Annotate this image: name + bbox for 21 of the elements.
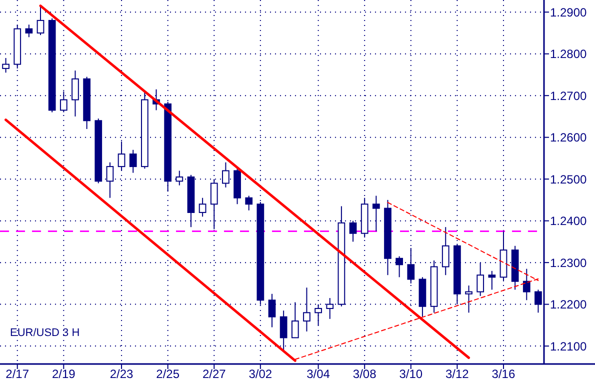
x-tick-label: 2/19 bbox=[52, 367, 76, 381]
x-tick-label: 2/27 bbox=[202, 367, 226, 381]
x-tick-label: 3/04 bbox=[306, 367, 330, 381]
x-tick-label: 3/02 bbox=[248, 367, 272, 381]
x-tick-label: 2/25 bbox=[156, 367, 180, 381]
x-tick-label: 2/23 bbox=[110, 367, 134, 381]
x-tick-label: 3/12 bbox=[446, 367, 470, 381]
y-tick-label: 1.2900 bbox=[550, 5, 588, 20]
y-tick-label: 1.2100 bbox=[550, 339, 588, 354]
y-tick-label: 1.2700 bbox=[550, 88, 588, 103]
y-tick-label: 1.2600 bbox=[550, 130, 588, 145]
annotation: EUR/USD 3 H bbox=[10, 327, 80, 339]
y-tick-label: 1.2800 bbox=[550, 47, 588, 62]
x-tick-label: 3/10 bbox=[399, 367, 423, 381]
y-tick-label: 1.2400 bbox=[550, 214, 588, 228]
x-tick-label: 3/16 bbox=[492, 367, 516, 381]
x-tick-label: 2/17 bbox=[6, 367, 30, 381]
y-tick-label: 1.2500 bbox=[550, 172, 588, 186]
x-tick-label: 3/08 bbox=[352, 367, 377, 381]
y-tick-label: 1.2200 bbox=[550, 298, 588, 312]
y-tick-label: 1.2300 bbox=[550, 256, 588, 270]
